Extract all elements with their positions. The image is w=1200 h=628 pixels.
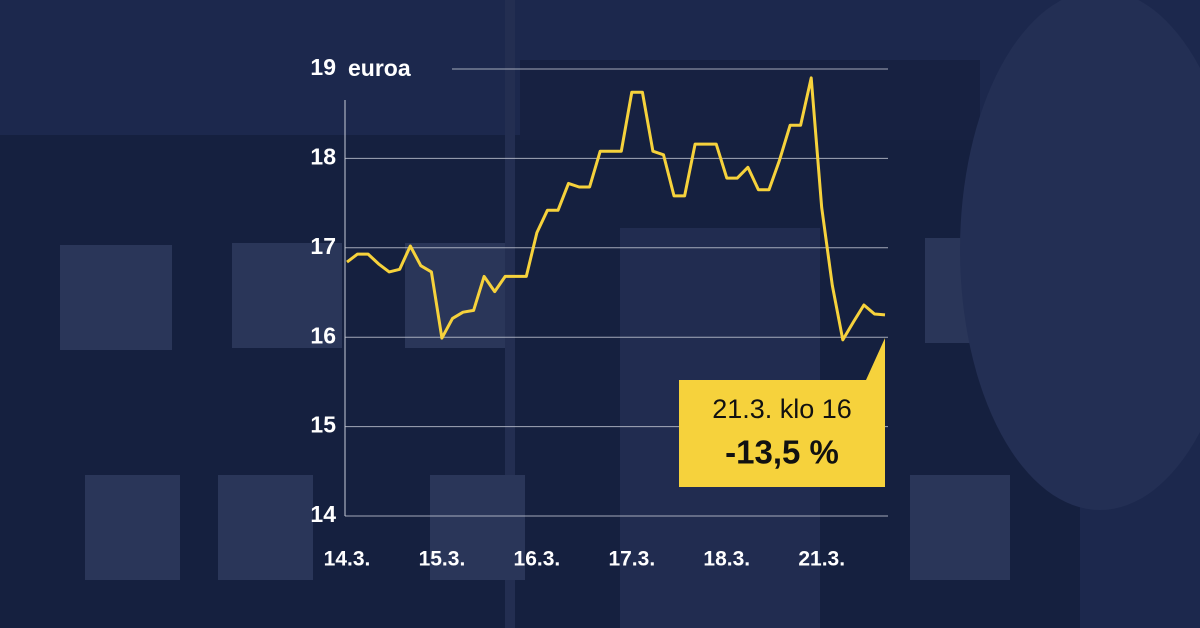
x-tick-label: 17.3. [608,548,655,571]
annotation-change: -13,5 % [725,434,839,471]
x-tick-label: 15.3. [419,548,466,571]
y-tick-label: 16 [310,322,336,348]
annotation-subtitle: 21.3. klo 16 [712,394,852,424]
x-tick-label: 14.3. [324,548,371,571]
annotation-box [679,338,885,487]
y-tick-label: 19 [310,54,336,80]
window [232,243,342,348]
price-line [346,76,886,342]
roof-sign [520,60,980,140]
window [60,245,172,350]
y-axis-label: euroa [348,55,411,81]
y-tick-label: 18 [310,143,336,169]
x-tick-label: 16.3. [514,548,561,571]
tree [960,0,1200,510]
y-tick-label: 15 [310,412,336,438]
pole [505,0,515,628]
window [218,475,313,580]
window [430,475,525,580]
y-tick-label: 14 [310,501,336,527]
window [405,243,505,348]
window [910,475,1010,580]
window [85,475,180,580]
x-tick-label: 18.3. [703,548,750,571]
x-tick-label: 21.3. [798,548,845,571]
y-tick-label: 17 [310,233,336,259]
